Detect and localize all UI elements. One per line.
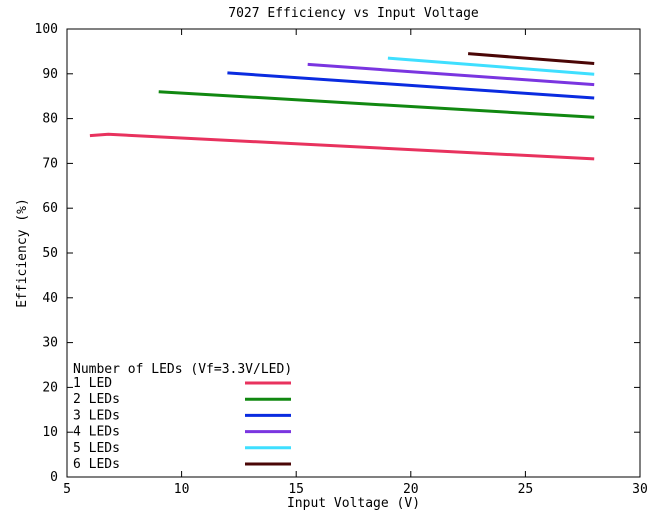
x-tick-label: 5 [63,482,71,497]
series-line-3 [227,71,595,100]
y-tick-label: 70 [42,156,58,171]
chart-title: 7027 Efficiency vs Input Voltage [228,6,479,21]
x-tick-label: 15 [288,482,304,497]
x-tick-label: 10 [174,482,190,497]
series-line-2 [158,90,595,119]
series-line-1 [89,132,595,161]
y-tick-label: 100 [35,22,58,37]
legend-label: 2 LEDs [73,392,120,407]
legend-label: 1 LED [73,376,112,391]
legend-title: Number of LEDs (Vf=3.3V/LED) [73,362,292,377]
y-tick-label: 40 [42,291,58,306]
legend-label: 5 LEDs [73,441,120,456]
legend-label: 4 LEDs [73,425,120,440]
y-tick-label: 10 [42,425,58,440]
x-tick-label: 30 [632,482,648,497]
series-lines [89,52,595,161]
y-tick-label: 50 [42,246,58,261]
axis-ticks: 5 10 15 20 25 30 0 10 20 30 40 50 60 70 80 90 100 [35,22,648,497]
y-tick-label: 30 [42,336,58,351]
series-line-6 [467,52,595,65]
y-tick-label: 90 [42,67,58,82]
legend-label: 6 LEDs [73,457,120,472]
y-tick-label: 80 [42,112,58,127]
series-line-4 [307,62,595,87]
y-axis-label: Efficiency (%) [15,198,30,308]
legend-label: 3 LEDs [73,408,120,423]
x-tick-label: 20 [403,482,419,497]
x-tick-label: 25 [518,482,534,497]
y-tick-label: 0 [50,470,58,485]
y-tick-label: 20 [42,380,58,395]
x-axis-label: Input Voltage (V) [287,496,420,511]
series-line-5 [387,56,595,76]
y-tick-label: 60 [42,201,58,216]
